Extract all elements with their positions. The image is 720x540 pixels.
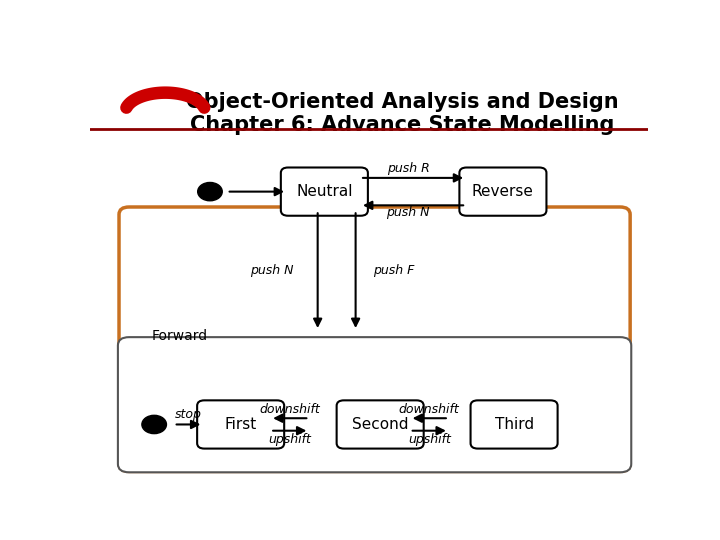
FancyBboxPatch shape	[197, 400, 284, 449]
Text: Object-Oriented Analysis and Design
Chapter 6: Advance State Modelling: Object-Oriented Analysis and Design Chap…	[186, 92, 618, 135]
Text: push N: push N	[387, 206, 430, 219]
Text: push R: push R	[387, 162, 429, 176]
FancyBboxPatch shape	[337, 400, 423, 449]
FancyBboxPatch shape	[281, 167, 368, 216]
FancyBboxPatch shape	[459, 167, 546, 216]
Text: downshift: downshift	[259, 403, 320, 416]
Text: First: First	[225, 417, 257, 432]
Text: push F: push F	[374, 264, 415, 277]
Text: Neutral: Neutral	[296, 184, 353, 199]
Text: Forward: Forward	[151, 328, 207, 342]
Circle shape	[142, 415, 166, 434]
FancyBboxPatch shape	[118, 337, 631, 472]
FancyBboxPatch shape	[119, 207, 630, 471]
Text: upshift: upshift	[408, 433, 451, 446]
Text: upshift: upshift	[269, 433, 311, 446]
FancyBboxPatch shape	[471, 400, 557, 449]
Text: Third: Third	[495, 417, 534, 432]
Text: downshift: downshift	[399, 403, 459, 416]
Text: Second: Second	[352, 417, 408, 432]
Text: Reverse: Reverse	[472, 184, 534, 199]
Text: stop: stop	[175, 408, 202, 421]
Text: push N: push N	[250, 264, 293, 277]
Circle shape	[198, 183, 222, 201]
